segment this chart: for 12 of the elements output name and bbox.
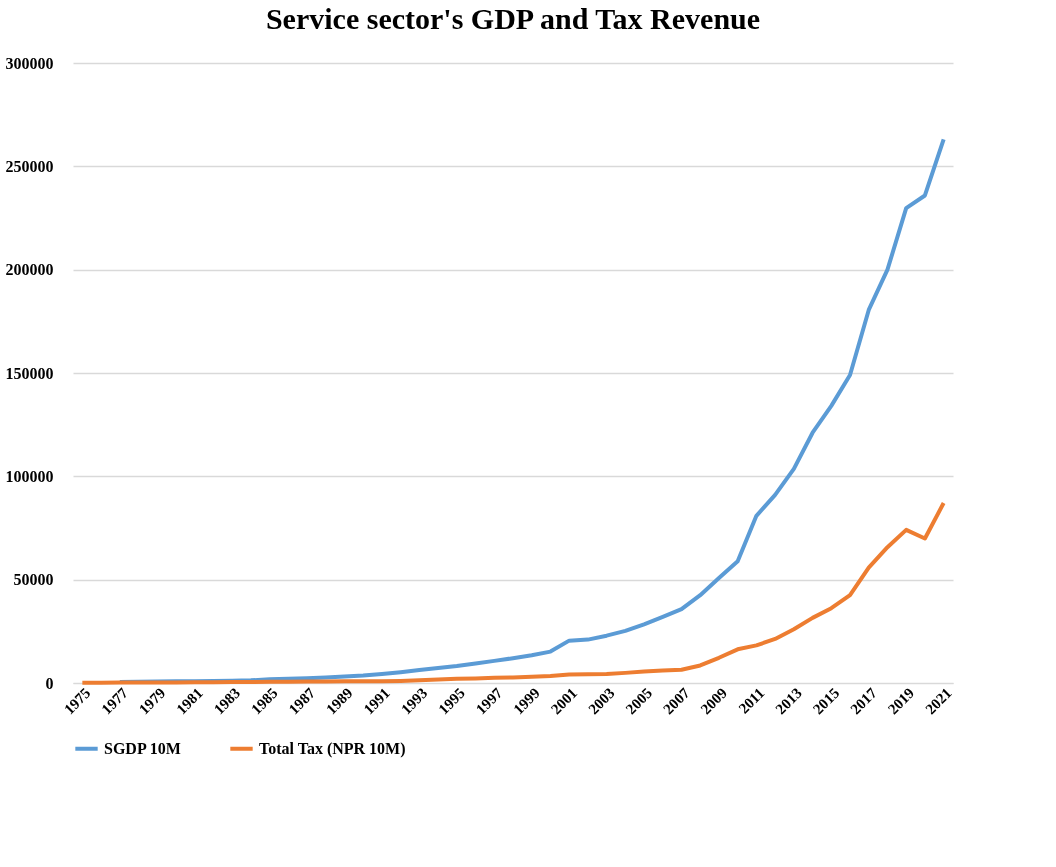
legend-label: Total Tax (NPR 10M) — [259, 739, 406, 758]
y-tick-label: 0 — [45, 674, 54, 692]
y-tick-label: 150000 — [5, 364, 54, 382]
y-tick-label: 100000 — [5, 467, 54, 485]
y-tick-label: 300000 — [5, 54, 54, 72]
legend-label: SGDP 10M — [104, 739, 181, 757]
line-series — [80, 500, 946, 685]
x-tick-label: 2011 — [735, 684, 768, 717]
y-tick-label: 250000 — [5, 157, 54, 175]
y-tick-label: 200000 — [5, 261, 54, 279]
chart-title: Service sector's GDP and Tax Revenue — [265, 2, 761, 35]
y-tick-label: 50000 — [13, 571, 54, 589]
